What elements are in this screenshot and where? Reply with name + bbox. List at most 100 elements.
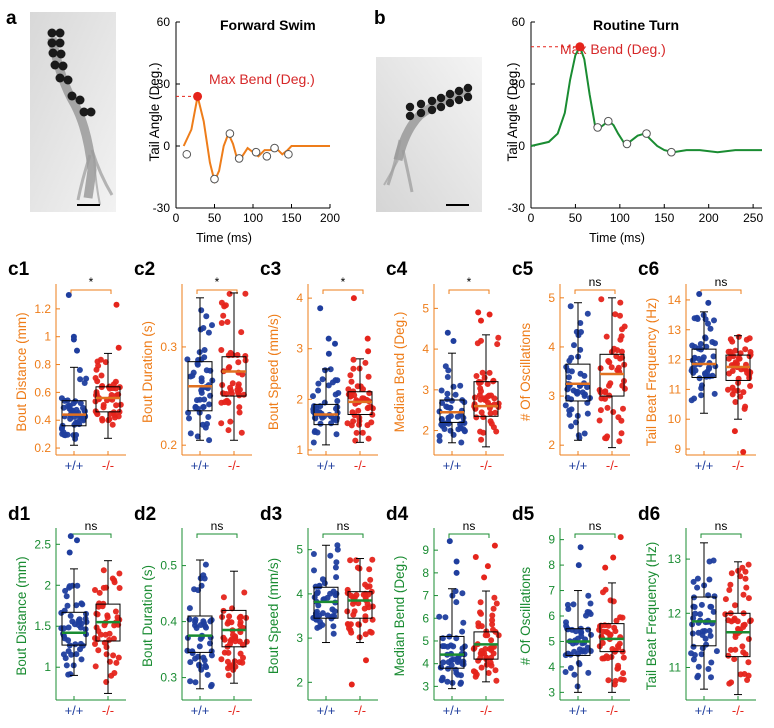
data-point bbox=[218, 320, 225, 326]
data-point bbox=[610, 554, 617, 561]
data-point bbox=[367, 576, 374, 583]
data-point bbox=[562, 669, 569, 675]
data-point bbox=[577, 544, 584, 551]
data-point bbox=[201, 575, 208, 582]
category-label: -/- bbox=[102, 458, 114, 473]
category-label: -/- bbox=[354, 703, 366, 718]
data-point bbox=[112, 608, 119, 615]
data-point bbox=[447, 642, 454, 649]
y-tick-label: 3 bbox=[548, 685, 555, 699]
data-point bbox=[70, 336, 77, 343]
data-point bbox=[231, 658, 238, 665]
data-point bbox=[563, 622, 570, 629]
data-point bbox=[226, 613, 233, 620]
data-point bbox=[239, 371, 246, 378]
data-point bbox=[67, 612, 74, 619]
data-point bbox=[621, 385, 628, 392]
y-tick-label: 8 bbox=[548, 558, 555, 572]
y-tick-label: 5 bbox=[422, 301, 429, 315]
data-point bbox=[310, 551, 317, 557]
data-point bbox=[327, 366, 334, 373]
data-point bbox=[236, 404, 243, 411]
data-point bbox=[452, 391, 459, 398]
data-point bbox=[208, 681, 215, 688]
forward-swim-annotation: Max Bend (Deg.) bbox=[209, 71, 315, 87]
data-point bbox=[315, 380, 322, 387]
y-tick-label: 1 bbox=[44, 330, 51, 344]
y-tick-label: 2 bbox=[422, 424, 429, 438]
data-point bbox=[117, 401, 124, 408]
data-point bbox=[351, 412, 358, 419]
data-point bbox=[112, 378, 119, 385]
data-point bbox=[581, 430, 588, 437]
category-label: -/- bbox=[732, 458, 744, 473]
data-point bbox=[92, 663, 99, 670]
data-point bbox=[484, 563, 491, 570]
y-tick-label: 2.5 bbox=[34, 537, 51, 551]
data-point bbox=[344, 608, 351, 615]
data-point bbox=[333, 574, 340, 581]
category-label: -/- bbox=[480, 458, 492, 473]
data-point bbox=[735, 625, 741, 632]
tail-angle-series bbox=[182, 96, 330, 185]
y-axis-label: Bout Distance (mm) bbox=[14, 556, 29, 675]
data-point bbox=[492, 667, 499, 674]
data-point bbox=[488, 662, 495, 669]
data-point bbox=[481, 650, 488, 657]
boxplot-d3: d3 Bout Speed (mm/s) 2 3 4 5 +/+ -/- ns bbox=[260, 504, 378, 718]
oscillation-marker bbox=[234, 154, 244, 163]
category-label: +/+ bbox=[65, 703, 84, 718]
x-tick-label: 100 bbox=[243, 211, 263, 225]
data-point bbox=[218, 347, 225, 353]
data-point bbox=[330, 623, 337, 630]
data-point bbox=[461, 643, 468, 650]
data-point bbox=[585, 669, 592, 676]
significance-label: * bbox=[215, 275, 220, 289]
data-point bbox=[345, 621, 352, 628]
data-point bbox=[728, 618, 735, 625]
category-label: -/- bbox=[354, 458, 366, 473]
data-point bbox=[453, 558, 460, 565]
data-point bbox=[237, 621, 244, 628]
data-point bbox=[196, 661, 202, 668]
oscillation-marker bbox=[225, 129, 235, 138]
category-label: +/+ bbox=[191, 458, 210, 473]
data-point bbox=[353, 429, 360, 436]
data-point bbox=[77, 376, 84, 383]
data-point bbox=[325, 335, 332, 342]
data-point bbox=[722, 611, 729, 618]
data-point bbox=[495, 334, 502, 341]
data-point bbox=[356, 414, 363, 421]
data-point bbox=[732, 347, 739, 354]
data-point bbox=[65, 637, 72, 644]
y-tick-label: 30 bbox=[512, 77, 526, 91]
oscillation-marker bbox=[642, 129, 651, 138]
data-point bbox=[726, 370, 733, 377]
significance-bracket bbox=[448, 533, 490, 538]
data-point bbox=[460, 414, 467, 421]
y-tick-label: 7 bbox=[422, 589, 429, 603]
data-point bbox=[327, 590, 334, 597]
data-point bbox=[448, 397, 455, 404]
data-point bbox=[732, 602, 738, 609]
data-point bbox=[70, 400, 77, 407]
panel-letter-c5: c5 bbox=[512, 259, 534, 280]
data-point bbox=[587, 611, 594, 617]
data-point bbox=[707, 603, 714, 610]
data-point bbox=[691, 652, 698, 658]
y-tick-label: 0 bbox=[163, 139, 170, 153]
data-point bbox=[703, 343, 710, 350]
x-tick-label: 50 bbox=[208, 211, 222, 225]
y-tick-label: 9 bbox=[422, 543, 429, 557]
data-point bbox=[92, 641, 98, 647]
category-label: -/- bbox=[732, 703, 744, 718]
data-point bbox=[725, 652, 732, 659]
data-point bbox=[240, 654, 246, 661]
significance-label: ns bbox=[715, 519, 728, 533]
fish-photo-turn bbox=[376, 57, 482, 212]
data-point bbox=[100, 404, 107, 411]
data-point bbox=[63, 662, 70, 669]
data-point bbox=[605, 622, 612, 629]
data-point bbox=[742, 346, 749, 353]
